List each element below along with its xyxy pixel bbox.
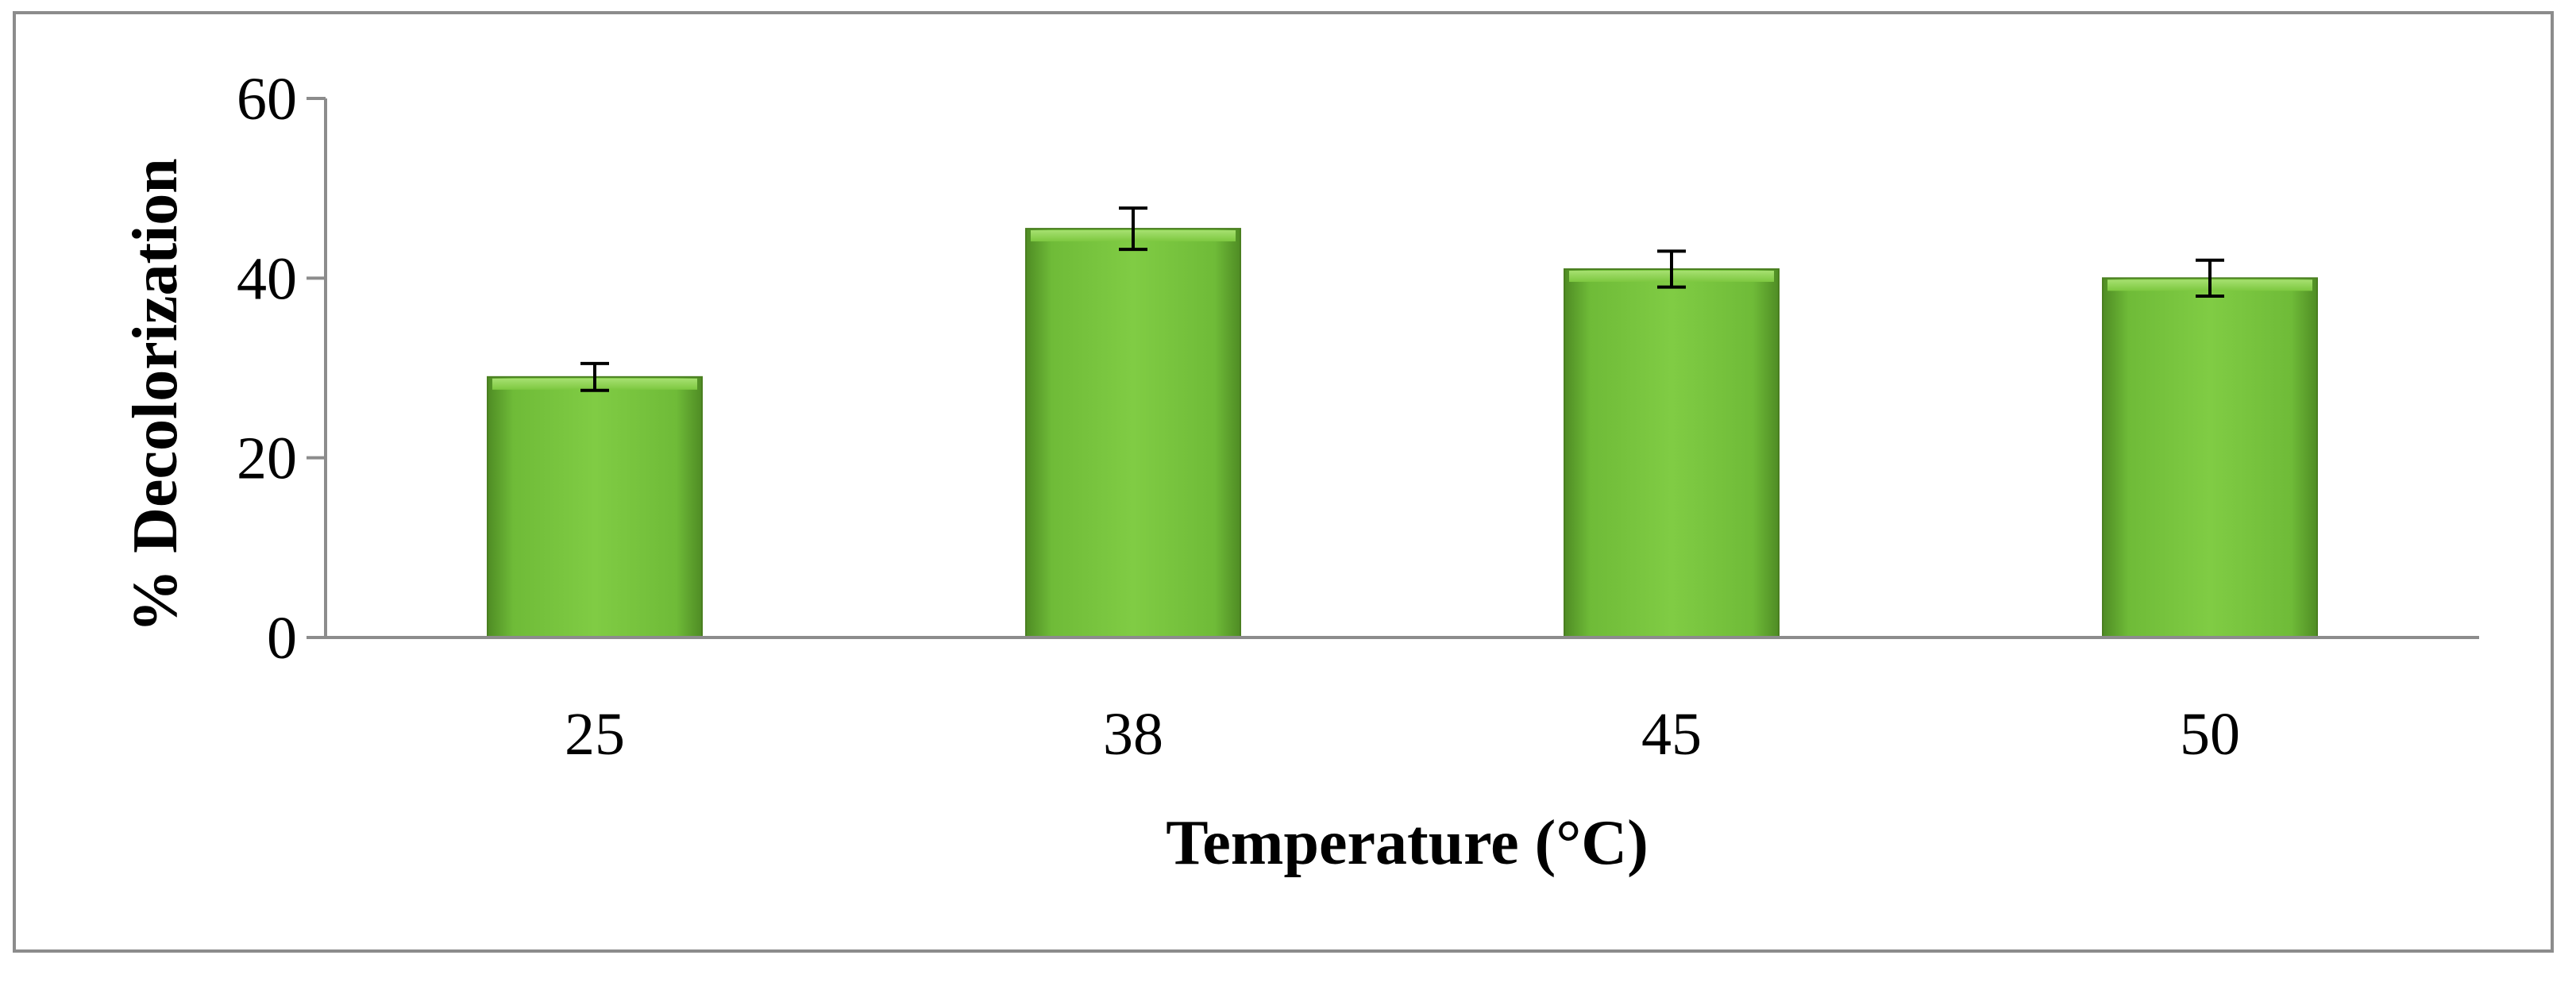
- error-bar: [1119, 206, 1147, 252]
- bar-body: [1564, 268, 1780, 638]
- bar-body: [2102, 277, 2318, 638]
- bar: [487, 376, 703, 638]
- y-tick-label: 20: [237, 426, 297, 492]
- error-bar: [2196, 258, 2224, 298]
- y-axis-title: % Decolorization: [121, 158, 191, 633]
- bar: [1564, 268, 1780, 638]
- bar: [2102, 277, 2318, 638]
- error-bar: [580, 361, 609, 392]
- y-tick-label: 60: [237, 66, 297, 133]
- x-tick-label: 50: [2180, 701, 2240, 768]
- y-tick-label: 40: [237, 245, 297, 312]
- bars: [487, 228, 2318, 638]
- bar-body: [487, 376, 703, 638]
- error-bars: [580, 206, 2224, 392]
- x-axis-title: Temperature (°C): [1166, 808, 1648, 878]
- x-tick-label: 45: [1641, 701, 1702, 768]
- y-axis: 0 20 40 60: [237, 66, 327, 672]
- bar-body: [1025, 228, 1241, 638]
- x-tick-label: 38: [1103, 701, 1163, 768]
- error-bar: [1657, 249, 1686, 289]
- x-tick-label: 25: [565, 701, 625, 768]
- x-axis: 25 38 45 50: [326, 636, 2479, 768]
- bar: [1025, 228, 1241, 638]
- y-tick-label: 0: [267, 605, 297, 672]
